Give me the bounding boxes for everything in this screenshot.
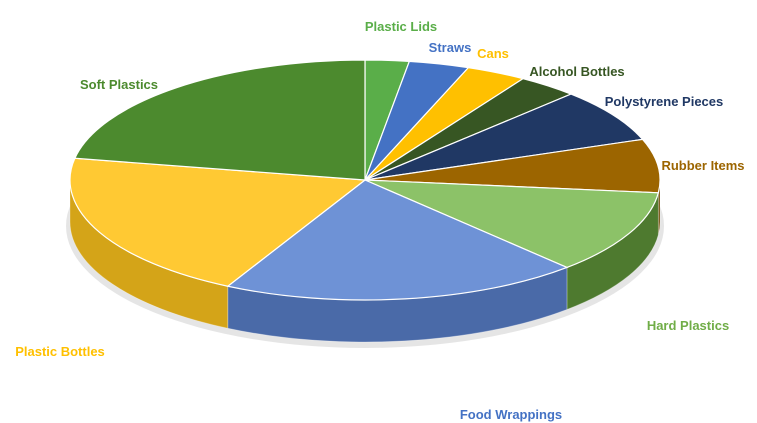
label-plastic-bottles: Plastic Bottles: [15, 344, 105, 359]
pie-slice-hard-plastics: [364, 179, 660, 269]
pie-slice-polystyrene-pieces: [364, 93, 644, 181]
label-hard-plastics: Hard Plastics: [647, 318, 729, 333]
pie-slice-soft-plastics: [73, 59, 366, 181]
pie-slice-plastic-bottles: [69, 157, 367, 287]
pie-slice-rubber-items: [364, 138, 661, 194]
pie-slices: [69, 59, 661, 301]
label-rubber-items: Rubber Items: [661, 158, 744, 173]
label-alcohol-bottles: Alcohol Bottles: [529, 64, 624, 79]
pie-labels: Plastic Lids Straws Cans Alcohol Bottles Pol…: [15, 19, 744, 422]
pie-slice-food-wrappings: [226, 179, 569, 301]
label-soft-plastics: Soft Plastics: [80, 77, 158, 92]
label-polystyrene-pieces: Polystyrene Pieces: [605, 94, 724, 109]
label-cans: Cans: [477, 46, 509, 61]
label-plastic-lids: Plastic Lids: [365, 19, 437, 34]
label-straws: Straws: [429, 40, 472, 55]
label-food-wrappings: Food Wrappings: [460, 407, 562, 422]
